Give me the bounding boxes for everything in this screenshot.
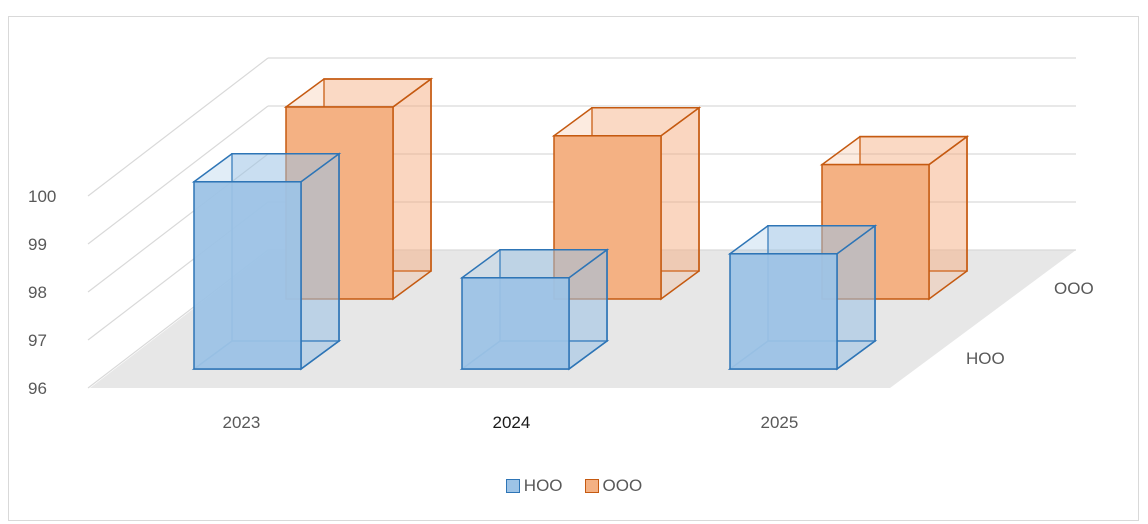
legend-swatch-hoo	[505, 479, 520, 493]
bar-hoo-2024	[459, 248, 610, 371]
legend-swatch-ooo	[584, 479, 599, 493]
x-tick-label: 2025	[761, 413, 799, 432]
depth-label-hoo: HOO	[966, 349, 1005, 368]
x-tick-label: 2024	[493, 413, 531, 432]
x-tick-label: 2023	[223, 413, 261, 432]
chart-legend: HOO OOO	[0, 476, 1148, 496]
y-tick-label: 96	[28, 379, 47, 398]
legend-label-hoo: HOO	[523, 476, 563, 495]
y-tick-label: 97	[28, 331, 47, 350]
gridline-wall	[87, 153, 269, 293]
legend-item-ooo: OOO	[584, 476, 643, 496]
depth-label-ooo: OOO	[1054, 279, 1094, 298]
bar-ooo-2024	[551, 106, 702, 301]
y-tick-label: 98	[28, 283, 47, 302]
y-tick-label: 100	[28, 187, 56, 206]
bar-hoo-2025	[727, 224, 878, 371]
gridline-wall	[87, 57, 269, 197]
legend-label-ooo: OOO	[602, 476, 643, 495]
gridline-wall	[87, 105, 269, 245]
y-tick-label: 99	[28, 235, 47, 254]
bar-hoo-2023	[191, 152, 342, 371]
legend-item-hoo: HOO	[505, 476, 563, 496]
bar-ooo-2023	[283, 77, 434, 301]
